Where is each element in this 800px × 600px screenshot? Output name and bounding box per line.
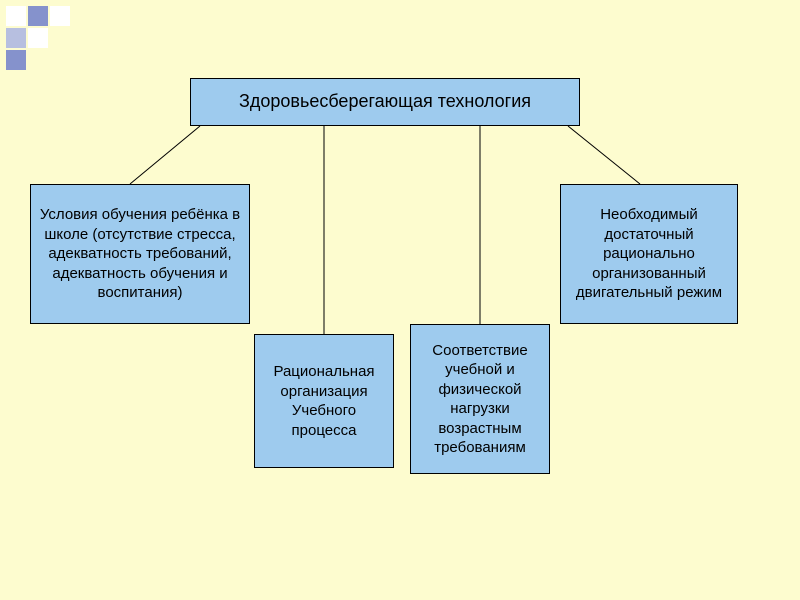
child-node-2-label: Рациональная организация Учебного процес…	[261, 362, 387, 440]
child-node-4-label: Необходимый достаточный рационально орга…	[567, 205, 731, 303]
child-node-1: Условия обучения ребёнка в школе (отсутс…	[30, 184, 250, 324]
root-node: Здоровьесберегающая технология	[190, 78, 580, 126]
child-node-2: Рациональная организация Учебного процес…	[254, 334, 394, 468]
child-node-3-label: Соответствие учебной и физической нагруз…	[417, 341, 543, 458]
child-node-3: Соответствие учебной и физической нагруз…	[410, 324, 550, 474]
child-node-1-label: Условия обучения ребёнка в школе (отсутс…	[37, 205, 243, 303]
root-node-label: Здоровьесберегающая технология	[239, 90, 531, 113]
child-node-4: Необходимый достаточный рационально орга…	[560, 184, 738, 324]
